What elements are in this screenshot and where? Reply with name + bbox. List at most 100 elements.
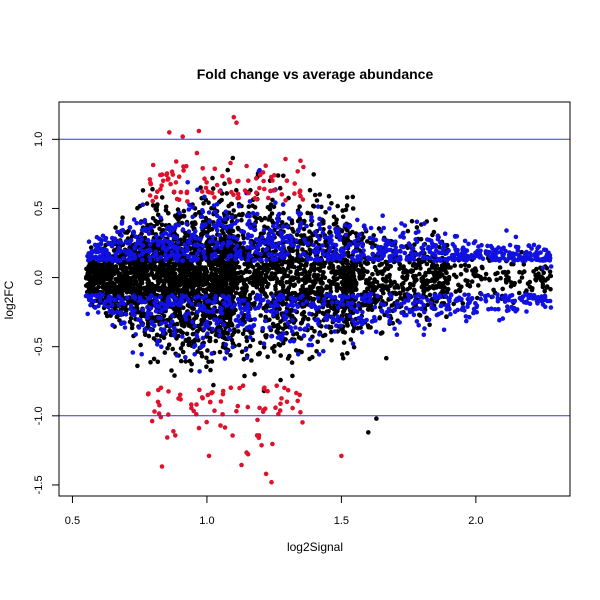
data-point [529, 246, 534, 251]
data-point [257, 350, 263, 356]
data-point [220, 260, 225, 265]
data-point [162, 350, 168, 355]
data-point [445, 281, 451, 286]
data-point [343, 259, 349, 265]
data-point [224, 308, 229, 313]
data-point [246, 204, 252, 209]
data-point [246, 310, 251, 316]
data-point [156, 274, 161, 280]
data-point [96, 303, 101, 309]
data-point [149, 270, 154, 276]
data-point [259, 234, 265, 240]
data-point [319, 264, 324, 270]
data-point [540, 284, 546, 290]
data-point [466, 263, 472, 269]
data-point [358, 252, 364, 257]
data-point [285, 289, 291, 295]
data-point [315, 285, 321, 291]
data-point [305, 293, 310, 299]
data-point [138, 220, 143, 226]
data-point [196, 266, 201, 272]
data-point [179, 220, 185, 226]
data-point [424, 280, 430, 286]
data-point [165, 239, 170, 244]
data-point [181, 251, 187, 257]
data-point [120, 215, 125, 220]
data-point [235, 286, 240, 291]
data-point [505, 304, 510, 309]
data-point [303, 273, 309, 279]
data-point [97, 266, 102, 272]
data-point [219, 279, 225, 285]
data-point [178, 358, 184, 364]
data-point [87, 280, 93, 286]
data-point [130, 286, 136, 292]
data-point [167, 280, 172, 285]
data-point [277, 306, 282, 312]
data-point [274, 252, 279, 258]
data-point [186, 342, 191, 348]
data-point [227, 275, 232, 280]
data-point [102, 303, 107, 308]
data-point [240, 331, 246, 337]
data-point [291, 339, 297, 344]
data-point [200, 343, 206, 348]
data-point [351, 287, 356, 293]
data-point [202, 269, 208, 275]
data-point [279, 220, 285, 225]
data-point [170, 313, 175, 319]
data-point [315, 204, 321, 209]
data-point [315, 295, 321, 301]
data-point [255, 269, 260, 274]
data-point [316, 352, 322, 357]
data-point [328, 329, 334, 335]
data-point [437, 266, 443, 272]
data-point [483, 271, 489, 277]
data-point [249, 358, 254, 363]
data-point [176, 217, 181, 223]
data-point [110, 290, 115, 295]
data-point [160, 263, 166, 269]
data-point [136, 325, 142, 330]
data-point [434, 312, 440, 318]
data-point [462, 253, 468, 259]
data-point [302, 326, 308, 332]
data-point [377, 316, 382, 321]
data-point [140, 257, 145, 263]
data-point [175, 313, 181, 319]
data-point [323, 324, 329, 329]
data-point [475, 295, 480, 301]
data-point [242, 373, 247, 379]
data-point [155, 338, 161, 344]
data-point [322, 297, 327, 302]
data-point [283, 337, 288, 342]
data-point [348, 266, 353, 271]
data-point [211, 382, 216, 388]
data-point [372, 284, 377, 290]
data-point [218, 198, 223, 204]
data-point [349, 282, 354, 287]
data-point [400, 288, 406, 293]
data-point [513, 234, 519, 240]
data-point [163, 256, 169, 261]
data-point [298, 238, 304, 244]
data-point [122, 325, 128, 330]
data-point [416, 229, 421, 234]
data-point [412, 242, 417, 247]
data-point [421, 289, 427, 294]
data-point [86, 264, 92, 269]
data-point [307, 235, 313, 240]
data-point [339, 253, 345, 259]
data-point [273, 287, 278, 292]
data-point [224, 349, 230, 354]
data-point [180, 213, 186, 219]
data-point [347, 274, 353, 280]
data-point [169, 319, 175, 324]
data-point [355, 217, 360, 223]
data-point [151, 242, 156, 247]
data-point [350, 229, 355, 235]
data-point [275, 315, 280, 321]
data-point [352, 307, 358, 313]
data-point [335, 314, 341, 319]
